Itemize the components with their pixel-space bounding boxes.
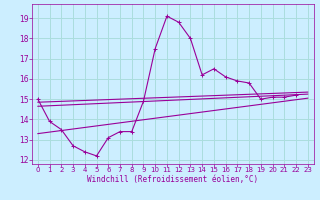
X-axis label: Windchill (Refroidissement éolien,°C): Windchill (Refroidissement éolien,°C) bbox=[87, 175, 258, 184]
